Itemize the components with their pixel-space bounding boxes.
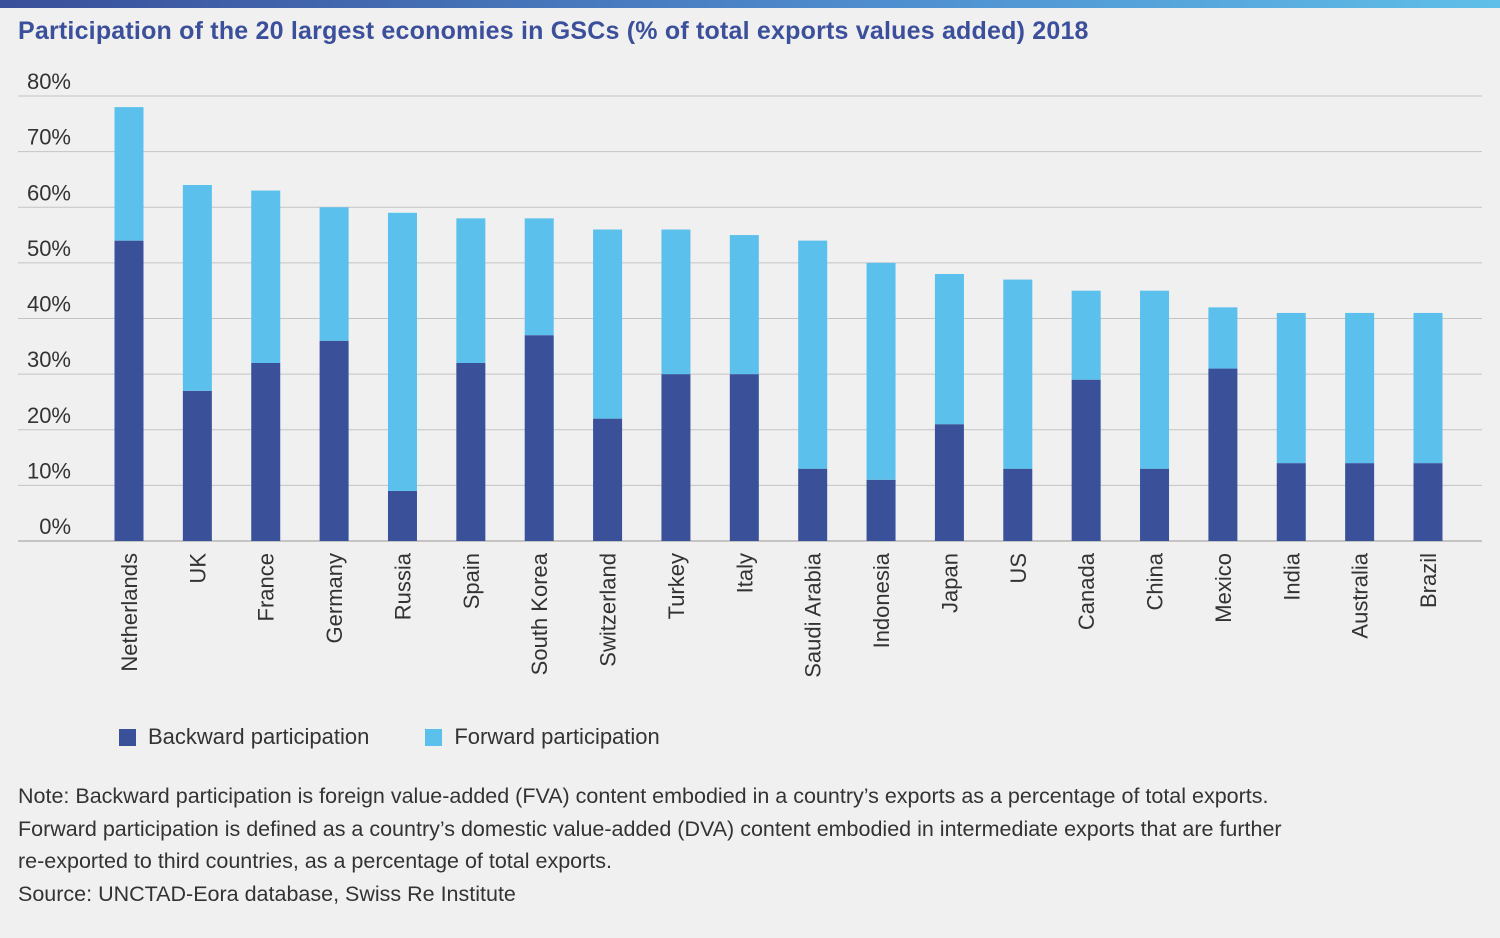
bar-forward — [798, 240, 828, 469]
bar-forward — [114, 107, 144, 241]
bar-forward — [182, 185, 212, 391]
bar-backward — [1140, 468, 1170, 541]
y-tick-label: 10% — [27, 458, 71, 483]
x-tick-label: Mexico — [1211, 553, 1236, 623]
bar-backward — [661, 374, 691, 541]
bar-backward — [524, 335, 554, 541]
x-tick-label: Saudi Arabia — [801, 552, 826, 678]
bar-backward — [934, 424, 964, 541]
x-tick-label: Turkey — [664, 553, 689, 619]
bar-forward — [319, 207, 349, 341]
legend: Backward participation Forward participa… — [119, 724, 716, 750]
bar-backward — [387, 490, 417, 541]
x-tick-label: Russia — [390, 552, 415, 620]
bar-backward — [319, 340, 349, 541]
footnote: Note: Backward participation is foreign … — [18, 780, 1488, 910]
bar-forward — [456, 218, 486, 363]
source-line: Source: UNCTAD-Eora database, Swiss Re I… — [18, 881, 516, 906]
bar-forward — [866, 262, 896, 480]
bar-forward — [1071, 290, 1101, 380]
bar-backward — [182, 390, 212, 541]
x-tick-label: India — [1279, 552, 1304, 600]
bar-forward — [593, 229, 623, 419]
x-tick-label: France — [254, 553, 279, 621]
bar-backward — [1003, 468, 1033, 541]
legend-item-forward: Forward participation — [425, 724, 660, 750]
bar-forward — [934, 274, 964, 425]
y-tick-label: 30% — [27, 347, 71, 372]
y-tick-label: 70% — [27, 125, 71, 150]
bar-backward — [1345, 463, 1375, 541]
bar-backward — [456, 363, 486, 541]
x-tick-label: China — [1143, 552, 1168, 610]
bar-forward — [524, 218, 554, 336]
x-tick-label: Italy — [732, 553, 757, 593]
x-tick-label: Australia — [1348, 552, 1373, 638]
y-tick-label: 0% — [39, 514, 71, 539]
bar-backward — [251, 363, 281, 541]
chart: 0% 10% 20% 30% 40% 50% 60% 70% 80% Netherlands UK F… — [18, 69, 1482, 678]
note-line: Forward participation is defined as a co… — [18, 816, 1282, 841]
bar-forward — [1413, 312, 1443, 464]
y-tick-label: 50% — [27, 236, 71, 261]
bar-backward — [729, 374, 759, 541]
bar-forward — [1208, 307, 1238, 369]
bar-forward — [661, 229, 691, 375]
x-tick-label: Canada — [1074, 552, 1099, 630]
bar-backward — [1071, 379, 1101, 541]
legend-swatch-backward — [119, 728, 136, 746]
bar-backward — [1413, 463, 1443, 541]
x-tick-label: Brazil — [1416, 553, 1441, 608]
chart-title: Participation of the 20 largest economie… — [18, 17, 1089, 45]
legend-swatch-forward — [425, 728, 443, 746]
bar-forward — [1276, 312, 1306, 464]
x-tick-label: Switzerland — [596, 553, 621, 667]
note-line: re-exported to third countries, as a per… — [18, 849, 612, 873]
x-tick-label: UK — [185, 553, 210, 584]
bar-backward — [1208, 368, 1238, 541]
bar-forward — [1140, 290, 1170, 469]
y-tick-label: 80% — [27, 69, 71, 94]
bar-forward — [387, 212, 417, 491]
x-tick-label: South Korea — [527, 552, 552, 675]
bar-backward — [593, 418, 623, 541]
x-tick-label: Spain — [459, 553, 484, 609]
x-tick-label: Germany — [322, 553, 347, 643]
legend-item-backward: Backward participation — [119, 724, 369, 750]
bar-forward — [1003, 279, 1033, 469]
bar-forward — [729, 235, 759, 375]
x-tick-label: Indonesia — [869, 552, 894, 648]
bar-backward — [866, 479, 896, 541]
y-tick-label: 20% — [27, 403, 71, 428]
bar-backward — [798, 468, 828, 541]
x-tick-label: Japan — [937, 553, 962, 613]
y-tick-label: 60% — [27, 180, 71, 205]
bar-backward — [114, 240, 144, 541]
y-tick-label: 40% — [27, 292, 71, 317]
bar-forward — [1345, 312, 1375, 464]
legend-label-backward: Backward participation — [148, 724, 370, 749]
note-line: Note: Backward participation is foreign … — [18, 784, 1269, 808]
x-tick-label: US — [1006, 553, 1031, 584]
top-accent-bar — [0, 0, 1500, 8]
legend-label-forward: Forward participation — [454, 724, 660, 749]
bar-backward — [1276, 463, 1306, 541]
x-tick-label: Netherlands — [117, 553, 142, 672]
bar-forward — [251, 190, 281, 363]
